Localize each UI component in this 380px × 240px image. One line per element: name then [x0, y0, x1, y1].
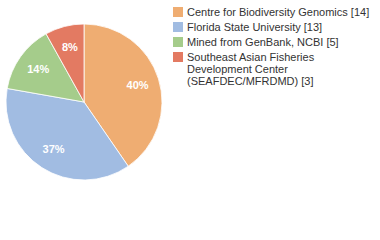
legend-label: Centre for Biodiversity Genomics [14]: [187, 6, 369, 18]
data-label: 40%: [127, 79, 149, 91]
legend-label-line: Centre for Biodiversity Genomics [14]: [187, 6, 369, 18]
legend-label-line: Florida State University [13]: [187, 21, 322, 33]
legend: Centre for Biodiversity Genomics [14] Flo…: [173, 6, 369, 87]
legend-label: Southeast Asian FisheriesDevelopment Cen…: [187, 51, 315, 87]
pie-slice: [46, 24, 84, 102]
legend-swatch: [173, 22, 183, 32]
data-labels: 40% 37% 14% 8%: [27, 41, 149, 155]
data-label: 37%: [43, 143, 65, 155]
pie-slice: [6, 88, 128, 180]
legend-label-line: Southeast Asian Fisheries: [187, 51, 315, 63]
data-label: 14%: [27, 63, 49, 75]
legend-swatch: [173, 37, 183, 47]
chart: 40% 37% 14% 8% Centre for Biodiversity Genom…: [0, 0, 380, 240]
legend-swatch: [173, 52, 183, 62]
legend-label: Mined from GenBank, NCBI [5]: [187, 36, 339, 48]
data-label: 8%: [62, 41, 78, 53]
legend-swatch: [173, 7, 183, 17]
pie: [6, 24, 162, 180]
legend-label-line: (SEAFDEC/MFRDMD) [3]: [187, 75, 314, 87]
legend-label-line: Development Center: [187, 63, 288, 75]
legend-label-line: Mined from GenBank, NCBI [5]: [187, 36, 339, 48]
legend-label: Florida State University [13]: [187, 21, 322, 33]
